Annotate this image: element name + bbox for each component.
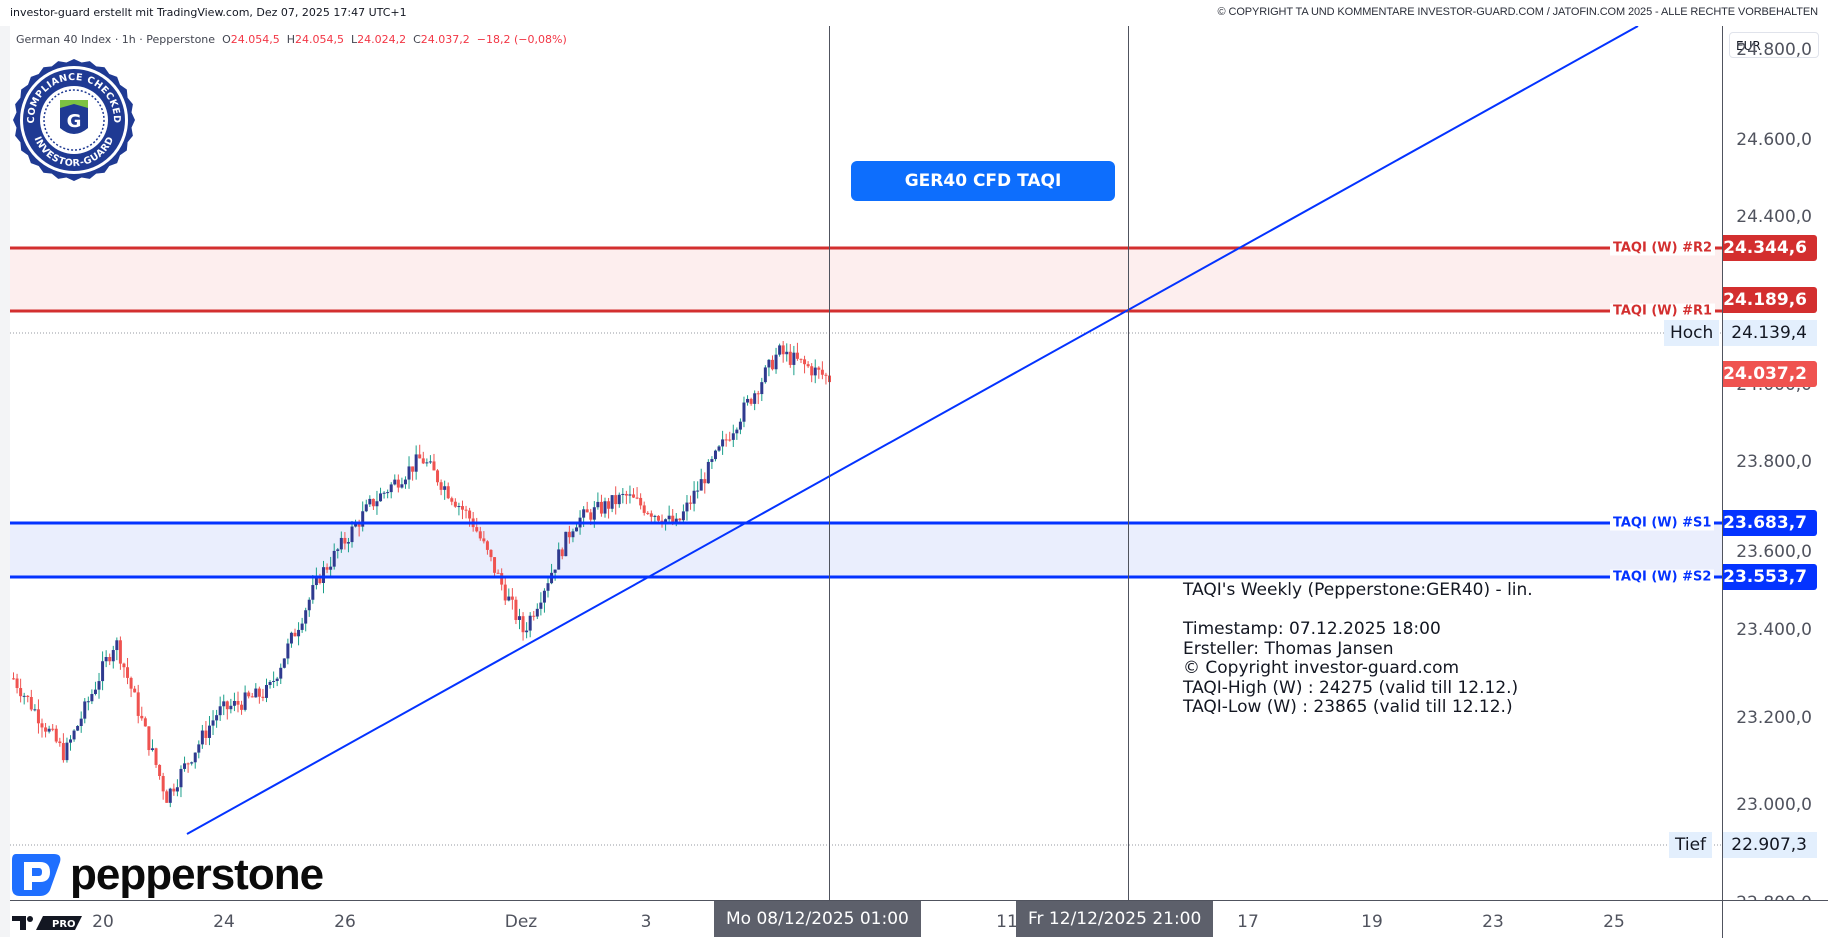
s2-price-tag: 23.553,7 (1723, 564, 1817, 590)
pepperstone-logo: pepperstone (10, 850, 324, 900)
time-tick: 26 (334, 912, 356, 932)
r1-price-tag: 24.189,6 (1723, 287, 1817, 313)
last-price-tag: 24.037,2 (1723, 361, 1817, 387)
time-tick: 23 (1482, 912, 1504, 932)
change-value: −18,2 (−0,08%) (476, 33, 567, 46)
header-bar: investor-guard erstellt mit TradingView.… (0, 0, 1828, 26)
candlestick-chart (10, 26, 1722, 846)
currency-selector[interactable]: EUR (1729, 32, 1819, 58)
price-tick: 23.600,0 (1736, 542, 1812, 562)
high-marker-label: Hoch (1664, 320, 1720, 346)
low-marker-label: Tief (1669, 832, 1713, 858)
pepperstone-p-icon (12, 854, 61, 896)
s2-label: TAQI (W) #S2 (1610, 569, 1715, 585)
vertical-marker-line-2 (1128, 26, 1129, 900)
left-frame (0, 26, 10, 937)
info-text-box: TAQI's Weekly (Pepperstone:GER40) - lin.… (1183, 580, 1533, 718)
symbol-label: German 40 Index · 1h · Pepperstone (16, 33, 216, 46)
tradingview-pro-logo[interactable]: PRO (12, 914, 82, 936)
time-tick: 25 (1603, 912, 1625, 932)
snapshot-title-button[interactable]: GER40 CFD TAQI SNAPSHOT (851, 161, 1115, 231)
compliance-badge-icon: G COMPLIANCE CHECKED INVESTOR-GUARD (12, 58, 136, 186)
time-tick: 17 (1237, 912, 1259, 932)
info-title: TAQI's Weekly (Pepperstone:GER40) - lin. (1183, 580, 1533, 600)
time-tick: Dez (504, 912, 538, 932)
low-marker-value: 22.907,3 (1723, 832, 1817, 858)
axis-corner (1722, 900, 1828, 938)
chart-plot-area[interactable] (10, 26, 1722, 900)
open-value: 24.054,5 (230, 33, 280, 46)
price-tick: 23.200,0 (1736, 708, 1812, 728)
ohlc-legend: German 40 Index · 1h · Pepperstone O24.0… (16, 33, 567, 46)
close-value: 24.037,2 (420, 33, 470, 46)
svg-text:G: G (67, 111, 82, 132)
high-value: 24.054,5 (295, 33, 344, 46)
price-tick: 23.400,0 (1736, 620, 1812, 640)
info-taqi-high: TAQI-High (W) : 24275 (valid till 12.12.… (1183, 677, 1519, 698)
time-tick: 19 (1361, 912, 1383, 932)
info-timestamp: Timestamp: 07.12.2025 18:00 (1183, 619, 1441, 639)
info-taqi-low: TAQI-Low (W) : 23865 (valid till 12.12.) (1183, 697, 1513, 717)
trendline (186, 26, 1639, 835)
price-tick: 24.400,0 (1736, 207, 1812, 227)
r1-label: TAQI (W) #R1 (1610, 303, 1716, 319)
low-value: 24.024,2 (357, 33, 407, 46)
high-marker-value: 24.139,4 (1723, 320, 1817, 346)
candles-group (12, 341, 831, 808)
price-tick: 24.600,0 (1736, 130, 1812, 150)
time-tick: 20 (92, 912, 114, 932)
r2-price-tag: 24.344,6 (1723, 235, 1817, 261)
r2-label: TAQI (W) #R2 (1610, 240, 1716, 256)
price-axis[interactable] (1722, 26, 1828, 900)
price-tick: 24.800,0 (1736, 40, 1812, 60)
copyright-text: © COPYRIGHT TA UND KOMMENTARE INVESTOR-G… (1217, 6, 1819, 18)
time-tick: 24 (213, 912, 235, 932)
created-by-text: investor-guard erstellt mit TradingView.… (10, 6, 407, 19)
price-tick: 23.000,0 (1736, 795, 1812, 815)
crosshair-time-label-1: Mo 08/12/2025 01:00 (714, 901, 921, 937)
svg-text:PRO: PRO (52, 919, 76, 930)
s1-label: TAQI (W) #S1 (1610, 515, 1715, 531)
s1-price-tag: 23.683,7 (1723, 510, 1817, 536)
price-tick: 23.800,0 (1736, 452, 1812, 472)
info-copyright: © Copyright investor-guard.com (1183, 658, 1460, 678)
vertical-marker-line-1 (829, 26, 830, 900)
crosshair-time-label-2: Fr 12/12/2025 21:00 (1016, 901, 1214, 937)
time-tick: 11 (996, 912, 1018, 932)
resistance-zone (10, 248, 1722, 311)
info-author: Ersteller: Thomas Jansen (1183, 638, 1394, 659)
support-zone (10, 523, 1722, 577)
time-tick: 3 (640, 912, 652, 932)
